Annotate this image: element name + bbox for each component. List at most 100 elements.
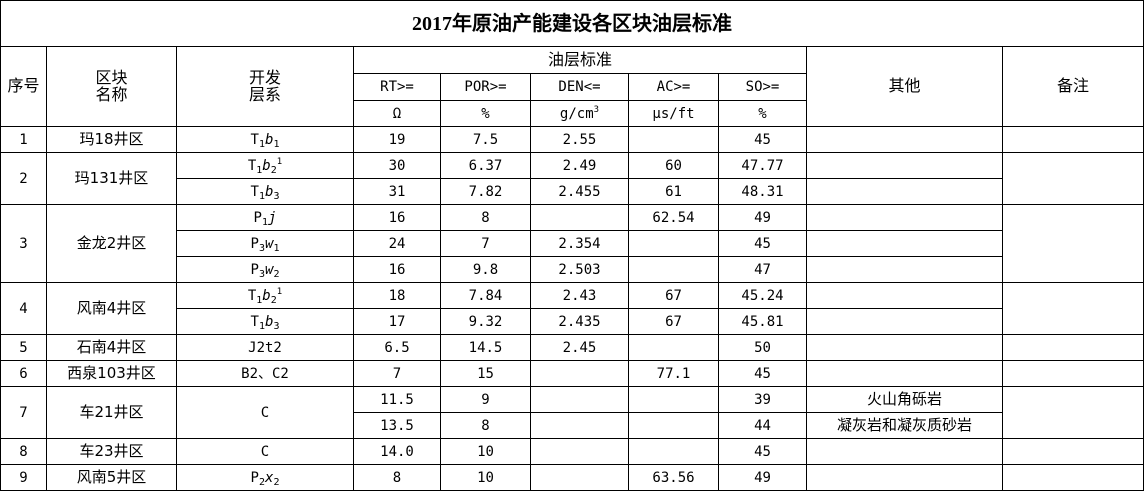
- other-cell: [806, 256, 1003, 283]
- remark-cell: [1002, 152, 1144, 205]
- por-cell: 9: [440, 386, 531, 413]
- remark-cell: [1002, 282, 1144, 335]
- so-cell: 45.81: [718, 308, 807, 335]
- por-cell: 15: [440, 360, 531, 387]
- rt-cell: 16: [353, 256, 441, 283]
- den-cell: [530, 204, 629, 231]
- seq-cell: 4: [0, 282, 47, 335]
- unit-so: %: [718, 100, 807, 127]
- rt-cell: 30: [353, 152, 441, 179]
- den-cell: [530, 438, 629, 465]
- ac-cell: [628, 386, 719, 413]
- remark-cell: [1002, 204, 1144, 283]
- layer-cell: P3w2: [176, 256, 354, 283]
- other-cell: 火山角砾岩: [806, 386, 1003, 413]
- por-cell: 8: [440, 204, 531, 231]
- table-row: 4 风南4井区 T1b21 18 7.84 2.43 67 45.24: [0, 282, 1144, 335]
- layer-cell: T1b21: [176, 282, 354, 309]
- other-cell: [806, 178, 1003, 205]
- unit-por: %: [440, 100, 531, 127]
- so-cell: 39: [718, 386, 807, 413]
- unit-rt: Ω: [353, 100, 441, 127]
- other-cell: [806, 152, 1003, 179]
- header-other: 其他: [806, 46, 1003, 127]
- layer-cell: J2t2: [176, 334, 354, 361]
- seq-cell: 9: [0, 464, 47, 491]
- ac-cell: [628, 230, 719, 257]
- por-cell: 9.8: [440, 256, 531, 283]
- rt-cell: 13.5: [353, 412, 441, 439]
- den-cell: [530, 386, 629, 413]
- den-cell: 2.503: [530, 256, 629, 283]
- so-cell: 50: [718, 334, 807, 361]
- header-so: SO>=: [718, 73, 807, 101]
- header-remark: 备注: [1002, 46, 1144, 127]
- so-cell: 48.31: [718, 178, 807, 205]
- block-name-cell: 风南5井区: [46, 464, 177, 491]
- other-cell: [806, 230, 1003, 257]
- ac-cell: [628, 438, 719, 465]
- den-cell: 2.435: [530, 308, 629, 335]
- rt-cell: 6.5: [353, 334, 441, 361]
- rt-cell: 8: [353, 464, 441, 491]
- por-cell: 7.82: [440, 178, 531, 205]
- rt-cell: 7: [353, 360, 441, 387]
- other-cell: [806, 360, 1003, 387]
- table-row: 9 风南5井区 P2x2 8 10 63.56 49: [0, 464, 1144, 491]
- so-cell: 44: [718, 412, 807, 439]
- header-layer: 开发 层系: [176, 46, 354, 127]
- seq-cell: 6: [0, 360, 47, 387]
- den-cell: 2.43: [530, 282, 629, 309]
- seq-cell: 2: [0, 152, 47, 205]
- other-cell: [806, 334, 1003, 361]
- table-row: 6 西泉103井区 B2、C2 7 15 77.1 45: [0, 360, 1144, 387]
- ac-cell: [628, 126, 719, 153]
- den-cell: 2.354: [530, 230, 629, 257]
- ac-cell: [628, 334, 719, 361]
- rt-cell: 24: [353, 230, 441, 257]
- other-cell: [806, 464, 1003, 491]
- so-cell: 45: [718, 126, 807, 153]
- layer-cell: P2x2: [176, 464, 354, 491]
- table-row: 7 车21井区 C 11.5 9 39 火山角砾岩: [0, 386, 1144, 439]
- block-name-cell: 车21井区: [46, 386, 177, 439]
- remark-cell: [1002, 334, 1144, 361]
- por-cell: 10: [440, 464, 531, 491]
- so-cell: 45: [718, 360, 807, 387]
- remark-cell: [1002, 126, 1144, 153]
- seq-cell: 3: [0, 204, 47, 283]
- layer-cell: T1b21: [176, 152, 354, 179]
- other-cell: [806, 308, 1003, 335]
- layer-cell: C: [176, 386, 354, 439]
- so-cell: 47.77: [718, 152, 807, 179]
- den-cell: 2.55: [530, 126, 629, 153]
- so-cell: 47: [718, 256, 807, 283]
- ac-cell: [628, 256, 719, 283]
- other-cell: [806, 282, 1003, 309]
- other-cell: [806, 204, 1003, 231]
- ac-cell: 77.1: [628, 360, 719, 387]
- por-cell: 10: [440, 438, 531, 465]
- rt-cell: 31: [353, 178, 441, 205]
- layer-cell: T1b3: [176, 178, 354, 205]
- rt-cell: 17: [353, 308, 441, 335]
- den-cell: [530, 464, 629, 491]
- other-cell: [806, 438, 1003, 465]
- remark-cell: [1002, 386, 1144, 439]
- layer-cell: P3w1: [176, 230, 354, 257]
- header-oil-layer-standard: 油层标准: [353, 46, 807, 74]
- so-cell: 49: [718, 464, 807, 491]
- so-cell: 49: [718, 204, 807, 231]
- other-cell: 凝灰岩和凝灰质砂岩: [806, 412, 1003, 439]
- rt-cell: 11.5: [353, 386, 441, 413]
- seq-cell: 1: [0, 126, 47, 153]
- rt-cell: 19: [353, 126, 441, 153]
- other-cell: [806, 126, 1003, 153]
- header-rt: RT>=: [353, 73, 441, 101]
- block-name-cell: 金龙2井区: [46, 204, 177, 283]
- remark-cell: [1002, 464, 1144, 491]
- table-row: 13.5 8 44 凝灰岩和凝灰质砂岩: [1, 412, 1144, 439]
- header-por: POR>=: [440, 73, 531, 101]
- table-title: 2017年原油产能建设各区块油层标准: [0, 0, 1144, 47]
